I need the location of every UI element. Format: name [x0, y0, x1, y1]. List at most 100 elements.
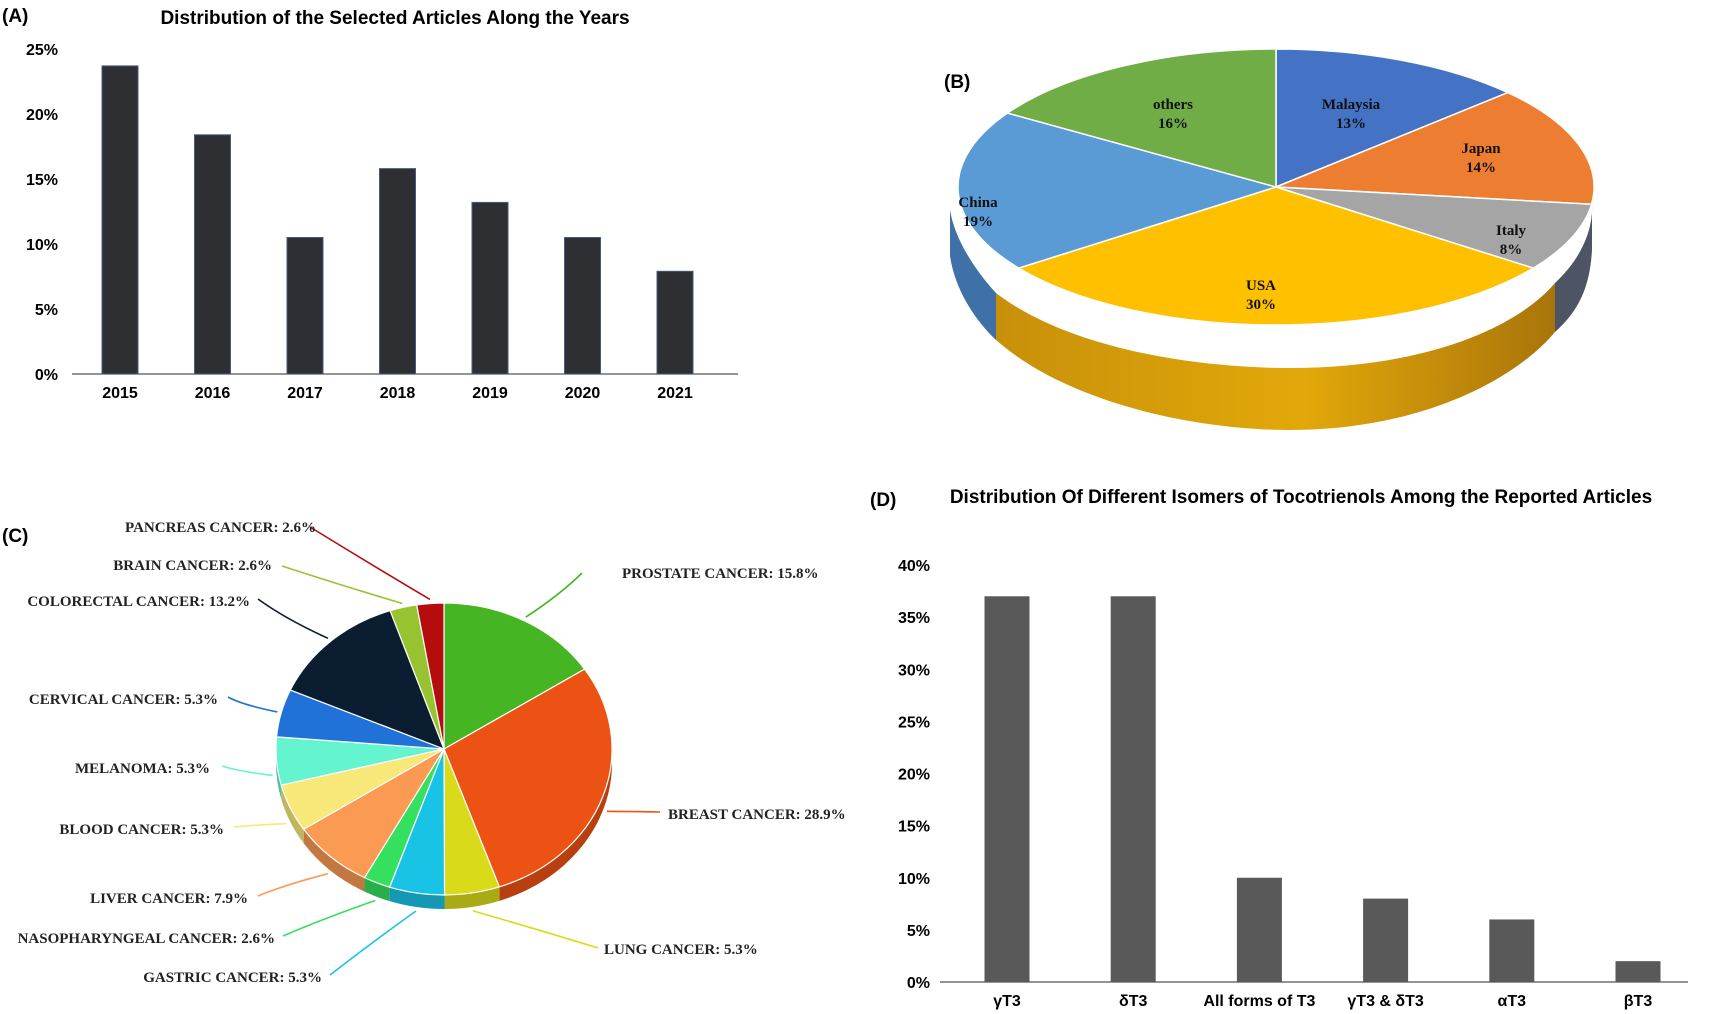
y-tick-label: 0% — [907, 975, 930, 992]
pie-c-label: LIVER CANCER: 7.9% — [90, 891, 248, 907]
pie-c-label: BRAIN CANCER: 2.6% — [113, 558, 272, 574]
pie-b-pct: 8% — [1500, 242, 1523, 258]
pie-c-leader-line — [281, 565, 403, 605]
pie-b-pct: 19% — [963, 214, 993, 230]
pie-c-leader-line — [525, 572, 583, 618]
y-tick-label: 5% — [907, 923, 930, 940]
bar-2020 — [564, 237, 601, 375]
pie-b-pct: 13% — [1336, 116, 1366, 132]
pie-b-pct: 14% — [1466, 160, 1496, 176]
y-tick-label: 35% — [898, 610, 930, 627]
pie-c-leader-line — [606, 810, 661, 813]
y-tick-label: 25% — [898, 714, 930, 731]
pie-b-slice-others — [1005, 48, 1277, 188]
pie-c-slice — [289, 609, 446, 751]
pie-b-label: Italy — [1496, 223, 1527, 239]
pie-c-leader-line — [329, 910, 417, 976]
bar-2017 — [286, 237, 324, 375]
y-tick-label: 40% — [898, 558, 930, 575]
pie-b-slice-malaysia — [1275, 48, 1510, 189]
y-tick-label: 10% — [898, 871, 930, 888]
pie-b-label: USA — [1246, 278, 1276, 294]
panel-a-bar-chart: (A) Distribution of the Selected Article… — [2, 6, 738, 402]
y-tick-label: 10% — [26, 237, 58, 254]
x-tick-label: γT3 & δT3 — [1347, 993, 1423, 1010]
x-tick-label: γT3 — [993, 993, 1021, 1010]
bar-γT3 & δT3 — [1363, 898, 1409, 982]
x-tick-label: 2019 — [472, 385, 508, 402]
bar-All forms of T3 — [1236, 877, 1282, 982]
bar-2016 — [194, 134, 231, 375]
pie-b-label: Malaysia — [1322, 97, 1381, 113]
bar-2018 — [379, 168, 416, 375]
bar-2015 — [101, 65, 139, 375]
pie-c-label: BREAST CANCER: 28.9% — [668, 807, 846, 823]
pie-b-pct: 30% — [1246, 297, 1276, 313]
pie-c-leader-line — [257, 872, 329, 897]
pie-c-label: PANCREAS CANCER: 2.6% — [125, 520, 316, 536]
y-tick-label: 30% — [898, 662, 930, 679]
pie-c-label: COLORECTAL CANCER: 13.2% — [27, 594, 250, 610]
panel-a-letter: (A) — [2, 6, 28, 27]
y-tick-label: 25% — [26, 42, 58, 59]
pie-b-side-right — [1555, 205, 1593, 332]
pie-c-label: CERVICAL CANCER: 5.3% — [29, 692, 218, 708]
y-tick-label: 20% — [898, 767, 930, 784]
pie-c-leader-line — [282, 899, 376, 937]
x-tick-label: 2016 — [195, 385, 231, 402]
pie-c-leader-line — [472, 910, 599, 949]
pie-c-slice — [443, 602, 586, 751]
pie-b-slice-china — [957, 112, 1279, 269]
y-tick-label: 15% — [898, 819, 930, 836]
pie-c-side-wall — [276, 749, 282, 800]
x-tick-label: 2021 — [657, 385, 693, 402]
pie-c-slice — [443, 668, 613, 888]
pie-c-side-wall — [364, 877, 390, 902]
panel-b-pie-chart: (B) Malaysia 13% Japan 14% Italy 8% USA 30% Chin… — [944, 48, 1595, 430]
pie-c-leader-line — [257, 598, 329, 640]
x-tick-label: 2017 — [287, 385, 323, 402]
panel-c-letter: (C) — [2, 526, 28, 547]
pie-b-slice-usa — [1016, 186, 1536, 326]
y-tick-label: 0% — [35, 367, 58, 384]
pie-b-pct: 16% — [1158, 116, 1188, 132]
pie-c-side-wall — [499, 749, 612, 901]
pie-c-label: BLOOD CANCER: 5.3% — [59, 822, 224, 838]
pie-c-leader-line — [221, 765, 273, 777]
panel-d-letter: (D) — [870, 490, 896, 511]
panel-b-letter: (B) — [944, 72, 970, 93]
pie-c-label: GASTRIC CANCER: 5.3% — [143, 970, 322, 986]
pie-b-side-left — [950, 210, 996, 340]
pie-c-leader-line — [227, 696, 278, 713]
pie-c-leader-line — [309, 526, 431, 601]
y-tick-label: 20% — [26, 107, 58, 124]
pie-b-label: others — [1153, 97, 1193, 113]
bar-γT3 — [984, 596, 1030, 982]
x-tick-label: αT3 — [1498, 993, 1527, 1010]
panel-d-bar-chart: (D) Distribution Of Different Isomers of… — [870, 487, 1688, 1010]
pie-c-side-wall — [281, 785, 304, 844]
pie-c-label: PROSTATE CANCER: 15.8% — [622, 566, 819, 582]
pie-c-label: LUNG CANCER: 5.3% — [604, 942, 758, 958]
pie-b-slice-italy — [1275, 186, 1593, 269]
x-tick-label: βT3 — [1624, 993, 1653, 1010]
pie-b-label: China — [958, 195, 998, 211]
x-tick-label: All forms of T3 — [1203, 993, 1315, 1010]
pie-b-side-usa — [996, 283, 1555, 430]
panel-c-pie-chart: (C) PROSTATE CANCER: 15.8% BREAST CANCER:… — [2, 520, 846, 986]
y-tick-label: 15% — [26, 172, 58, 189]
x-tick-label: δT3 — [1119, 993, 1147, 1010]
pie-c-leader-line — [233, 822, 287, 828]
bar-2019 — [471, 201, 509, 375]
bar-δT3 — [1110, 596, 1156, 982]
pie-c-side-wall — [444, 886, 500, 909]
pie-c-label: MELANOMA: 5.3% — [75, 761, 210, 777]
pie-b-slice-japan — [1275, 91, 1595, 206]
pie-c-side-wall — [303, 829, 365, 892]
bar-βT3 — [1615, 961, 1661, 982]
y-tick-label: 5% — [35, 302, 58, 319]
x-tick-label: 2020 — [565, 385, 601, 402]
pie-b-label: Japan — [1461, 141, 1501, 157]
x-tick-label: 2015 — [102, 385, 138, 402]
